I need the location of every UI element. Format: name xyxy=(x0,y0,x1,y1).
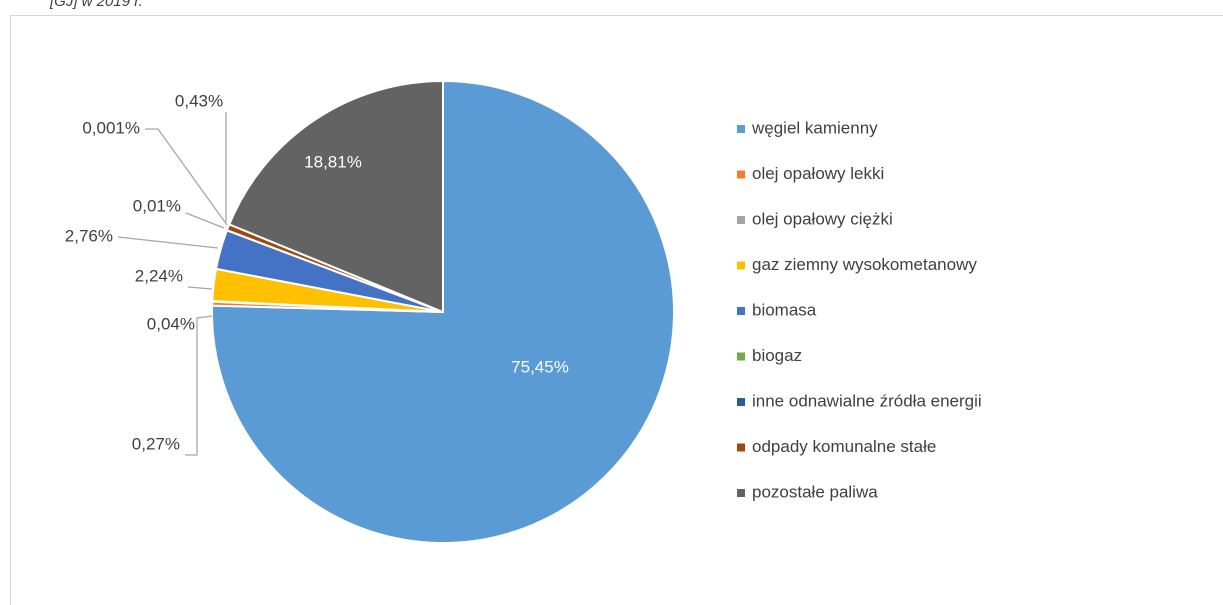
legend-swatch xyxy=(737,170,745,179)
data-label: 18,81% xyxy=(304,152,362,171)
data-label: 0,43% xyxy=(175,91,223,110)
legend-swatch xyxy=(737,261,745,270)
legend-label: odpady komunalne stałe xyxy=(752,437,936,456)
legend-label: węgiel kamienny xyxy=(751,118,878,137)
legend-label: inne odnawialne źródła energii xyxy=(752,391,982,410)
legend-swatch xyxy=(737,443,745,452)
legend-label: olej opałowy ciężki xyxy=(752,209,893,228)
data-label: 0,01% xyxy=(133,196,181,215)
legend-swatch xyxy=(737,489,745,497)
data-label: 0,27% xyxy=(132,434,180,453)
pie-slice xyxy=(227,79,444,314)
legend-label: olej opałowy lekki xyxy=(752,164,884,183)
legend-swatch xyxy=(737,352,745,361)
legend-swatch xyxy=(737,307,745,315)
legend-label: gaz ziemny wysokometanowy xyxy=(752,255,977,274)
leader-line xyxy=(117,236,219,249)
data-label: 2,24% xyxy=(135,266,183,285)
data-label: 2,76% xyxy=(65,226,113,245)
data-label: 0,04% xyxy=(147,314,195,333)
legend-label: pozostałe paliwa xyxy=(752,482,878,501)
data-label: 75,45% xyxy=(511,357,569,376)
leader-line xyxy=(185,212,225,229)
leader-line xyxy=(145,128,228,226)
legend-swatch xyxy=(737,398,745,406)
legend-swatch xyxy=(737,125,745,133)
data-label: 0,001% xyxy=(82,118,140,137)
chart-title: [GJ] w 2019 r. xyxy=(49,0,143,10)
legend-swatch xyxy=(737,216,745,224)
leader-line xyxy=(185,315,213,456)
legend-label: biomasa xyxy=(752,300,817,319)
legend-label: biogaz xyxy=(752,346,802,365)
leader-line xyxy=(187,286,213,290)
